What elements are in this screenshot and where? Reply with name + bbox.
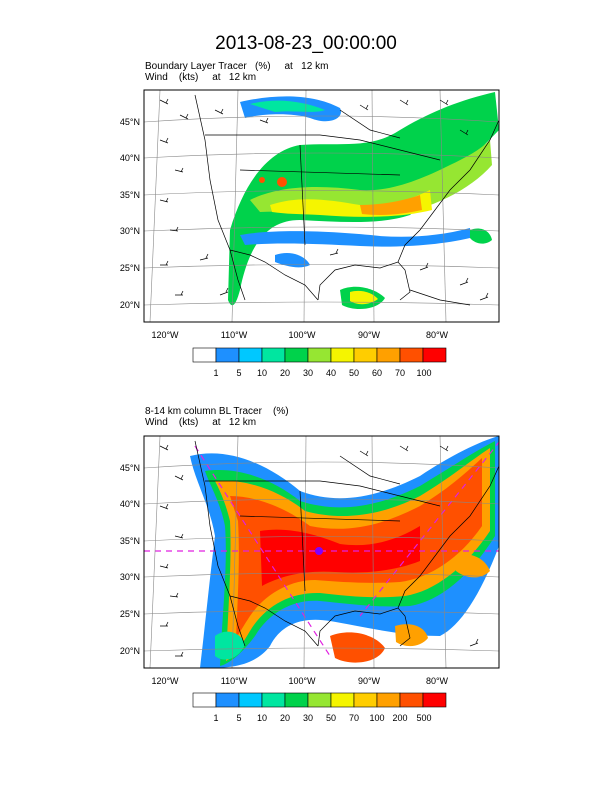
colorbar-swatch <box>215 347 240 363</box>
panel1-colorbar-label: 100 <box>416 368 431 378</box>
panel2-lat-label: 40°N <box>120 499 140 509</box>
colorbar-swatch <box>215 692 240 708</box>
panel2-coastlines <box>194 440 499 647</box>
colorbar-swatch <box>238 692 263 708</box>
colorbar-swatch <box>330 347 355 363</box>
panel1-lon-label: 110°W <box>221 330 248 340</box>
panel1-lon-label: 80°W <box>426 330 449 340</box>
panel1-coastlines <box>194 94 499 306</box>
panel2-colorbar-label: 500 <box>416 713 431 723</box>
panel2-wind-barbs <box>159 444 479 657</box>
panel2-colorbar-label: 20 <box>280 713 290 723</box>
panel2-colorbar-label: 200 <box>392 713 407 723</box>
panel1-colorbar-label: 5 <box>236 368 241 378</box>
panel1-lat-label: 25°N <box>120 263 140 273</box>
colorbar-swatch <box>330 692 355 708</box>
panel2-lat-label: 45°N <box>120 463 140 473</box>
colorbar-swatch <box>284 692 309 708</box>
colorbar-swatch <box>353 692 378 708</box>
colorbar-swatch <box>261 692 286 708</box>
panel2-marker <box>315 547 323 555</box>
panel1-graticule <box>144 90 499 322</box>
panel2-map: 45°N 40°N 35°N 30°N 25°N 20°N 120°W 110°… <box>120 435 500 723</box>
colorbar-swatch <box>399 692 424 708</box>
panel2-subtitle-wind: Wind (kts) at 12 km <box>145 417 257 428</box>
panel2-colorbar-label: 30 <box>303 713 313 723</box>
panel2-colorbar-label: 70 <box>349 713 359 723</box>
panel1-colorbar <box>192 347 447 363</box>
panel1-colorbar-label: 70 <box>395 368 405 378</box>
panel2-colorbar-label: 100 <box>369 713 384 723</box>
colorbar-swatch <box>192 347 217 363</box>
panel1-colorbar-label: 1 <box>213 368 218 378</box>
panel2-colorbar-label: 1 <box>213 713 218 723</box>
panel1-colorbar-label: 60 <box>372 368 382 378</box>
panel2-colorbar <box>192 692 447 708</box>
colorbar-swatch <box>422 347 447 363</box>
panel1-colorbar-label: 30 <box>303 368 313 378</box>
colorbar-swatch <box>192 692 217 708</box>
colorbar-swatch <box>422 692 447 708</box>
panel2-lon-label: 120°W <box>151 676 179 686</box>
panel1-colorbar-label: 20 <box>280 368 290 378</box>
panel1-map: 45°N 40°N 35°N 30°N 25°N 20°N 120°W 110°… <box>120 89 500 378</box>
panel2-graticule <box>144 436 499 668</box>
panel2-lon-label: 80°W <box>426 676 449 686</box>
colorbar-swatch <box>376 692 401 708</box>
panel2-lon-label: 100°W <box>288 676 316 686</box>
colorbar-swatch <box>399 347 424 363</box>
colorbar-swatch <box>307 347 332 363</box>
panel1-lon-label: 100°W <box>288 330 316 340</box>
panel2-lat-label: 30°N <box>120 572 140 582</box>
colorbar-swatch <box>261 347 286 363</box>
panel1-lon-label: 120°W <box>151 330 179 340</box>
panel1-colorbar-label: 40 <box>326 368 336 378</box>
panel1-colorbar-label: 10 <box>257 368 267 378</box>
colorbar-swatch <box>376 347 401 363</box>
panel2-colorbar-label: 10 <box>257 713 267 723</box>
panel2-lat-label: 35°N <box>120 536 140 546</box>
panel1-subtitle-variable: Boundary Layer Tracer (%) at 12 km <box>145 61 329 72</box>
panel1-lat-label: 40°N <box>120 153 140 163</box>
panel1-lat-label: 45°N <box>120 117 140 127</box>
panel2-lon-label: 110°W <box>221 676 248 686</box>
panel2-frame <box>143 435 500 669</box>
panel2-subtitle-variable: 8-14 km column BL Tracer (%) <box>145 406 289 417</box>
panel1-lat-label: 35°N <box>120 190 140 200</box>
panel1-wind-barbs <box>159 98 489 301</box>
colorbar-swatch <box>353 347 378 363</box>
colorbar-swatch <box>238 347 263 363</box>
main-title: 2013-08-23_00:00:00 <box>215 33 397 54</box>
panel1-colorbar-label: 50 <box>349 368 359 378</box>
panel2-lat-label: 25°N <box>120 609 140 619</box>
panel1-subtitle-wind: Wind (kts) at 12 km <box>145 72 257 83</box>
panel1-lat-label: 20°N <box>120 300 140 310</box>
colorbar-swatch <box>307 692 332 708</box>
panel1-lon-label: 90°W <box>358 330 381 340</box>
panel2-lon-label: 90°W <box>358 676 381 686</box>
panel2-lat-label: 20°N <box>120 646 140 656</box>
panel2-colorbar-label: 5 <box>236 713 241 723</box>
colorbar-swatch <box>284 347 309 363</box>
panel1-lat-label: 30°N <box>120 226 140 236</box>
panel2-colorbar-label: 50 <box>326 713 336 723</box>
panel1-frame <box>143 89 500 323</box>
